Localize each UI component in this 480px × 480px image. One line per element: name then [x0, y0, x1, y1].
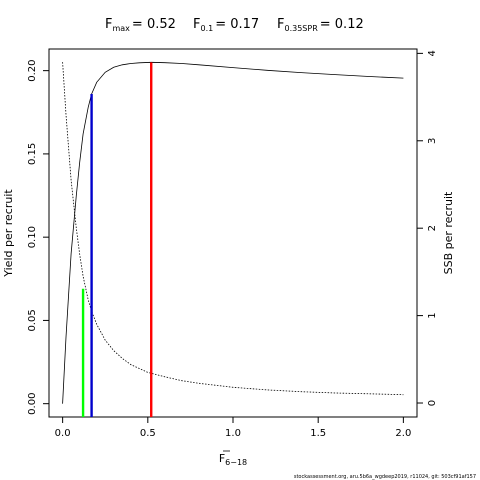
- y-left-tick-label: 0.20: [27, 60, 38, 82]
- x-axis-label: F6−18: [219, 452, 247, 467]
- y-right-tick-label: 2: [427, 225, 438, 231]
- title-f01: F0.1 = 0.17: [193, 17, 259, 33]
- x-tick-label: 0.0: [55, 428, 71, 439]
- title-f035-base: F: [277, 17, 284, 32]
- title-f035-sub: 0.35SPR: [284, 24, 318, 33]
- title-f035: F0.35SPR = 0.12: [277, 17, 364, 33]
- title-fmax-base: F: [105, 17, 112, 32]
- title-f01-sub: 0.1: [200, 24, 213, 33]
- reference-lines: [81, 62, 153, 417]
- title-fmax-value: = 0.52: [132, 17, 176, 32]
- y-left-tick-label: 0.10: [27, 226, 38, 248]
- x-axis-label-sub: 6−18: [225, 458, 247, 467]
- y-left-tick-label: 0.00: [27, 393, 38, 415]
- yield-per-recruit-line: [62, 61, 404, 404]
- y-left-tick-label: 0.15: [27, 143, 38, 165]
- y-right-tick-label: 4: [427, 50, 438, 56]
- x-tick-label: 2.0: [395, 428, 411, 439]
- x-axis-label-base: F: [219, 452, 225, 465]
- y-right-tick-label: 0: [427, 400, 438, 406]
- title-f01-base: F: [193, 17, 200, 32]
- y-axis-right-label: SSB per recruit: [442, 191, 455, 274]
- y-axis-left-label: Yield per recruit: [2, 189, 15, 278]
- title-fmax: Fmax = 0.52: [105, 17, 176, 33]
- title-fmax-sub: max: [112, 24, 130, 33]
- title-f035-value: = 0.12: [320, 17, 364, 32]
- x-axis: 0.0 0.5 1.0 1.5 2.0: [55, 417, 411, 439]
- x-tick-label: 1.0: [225, 428, 241, 439]
- y-right-tick-label: 1: [427, 312, 438, 318]
- y-axis-right: 0 1 2 3 4: [417, 50, 438, 406]
- series-layer: [62, 61, 404, 404]
- plot-area: [48, 48, 418, 418]
- ssb-per-recruit-line: [62, 62, 404, 396]
- footnote: stockassessment.org, aru.5b6a_wgdeep2019…: [294, 474, 476, 480]
- x-tick-label: 0.5: [140, 428, 156, 439]
- y-left-tick-label: 0.05: [27, 309, 38, 331]
- title-f01-value: = 0.17: [215, 17, 259, 32]
- y-right-tick-label: 3: [427, 138, 438, 144]
- y-axis-left: 0.00 0.05 0.10 0.15 0.20: [27, 60, 49, 415]
- chart-title: Fmax = 0.52 F0.1 = 0.17 F0.35SPR = 0.12: [105, 17, 364, 33]
- x-tick-label: 1.5: [310, 428, 326, 439]
